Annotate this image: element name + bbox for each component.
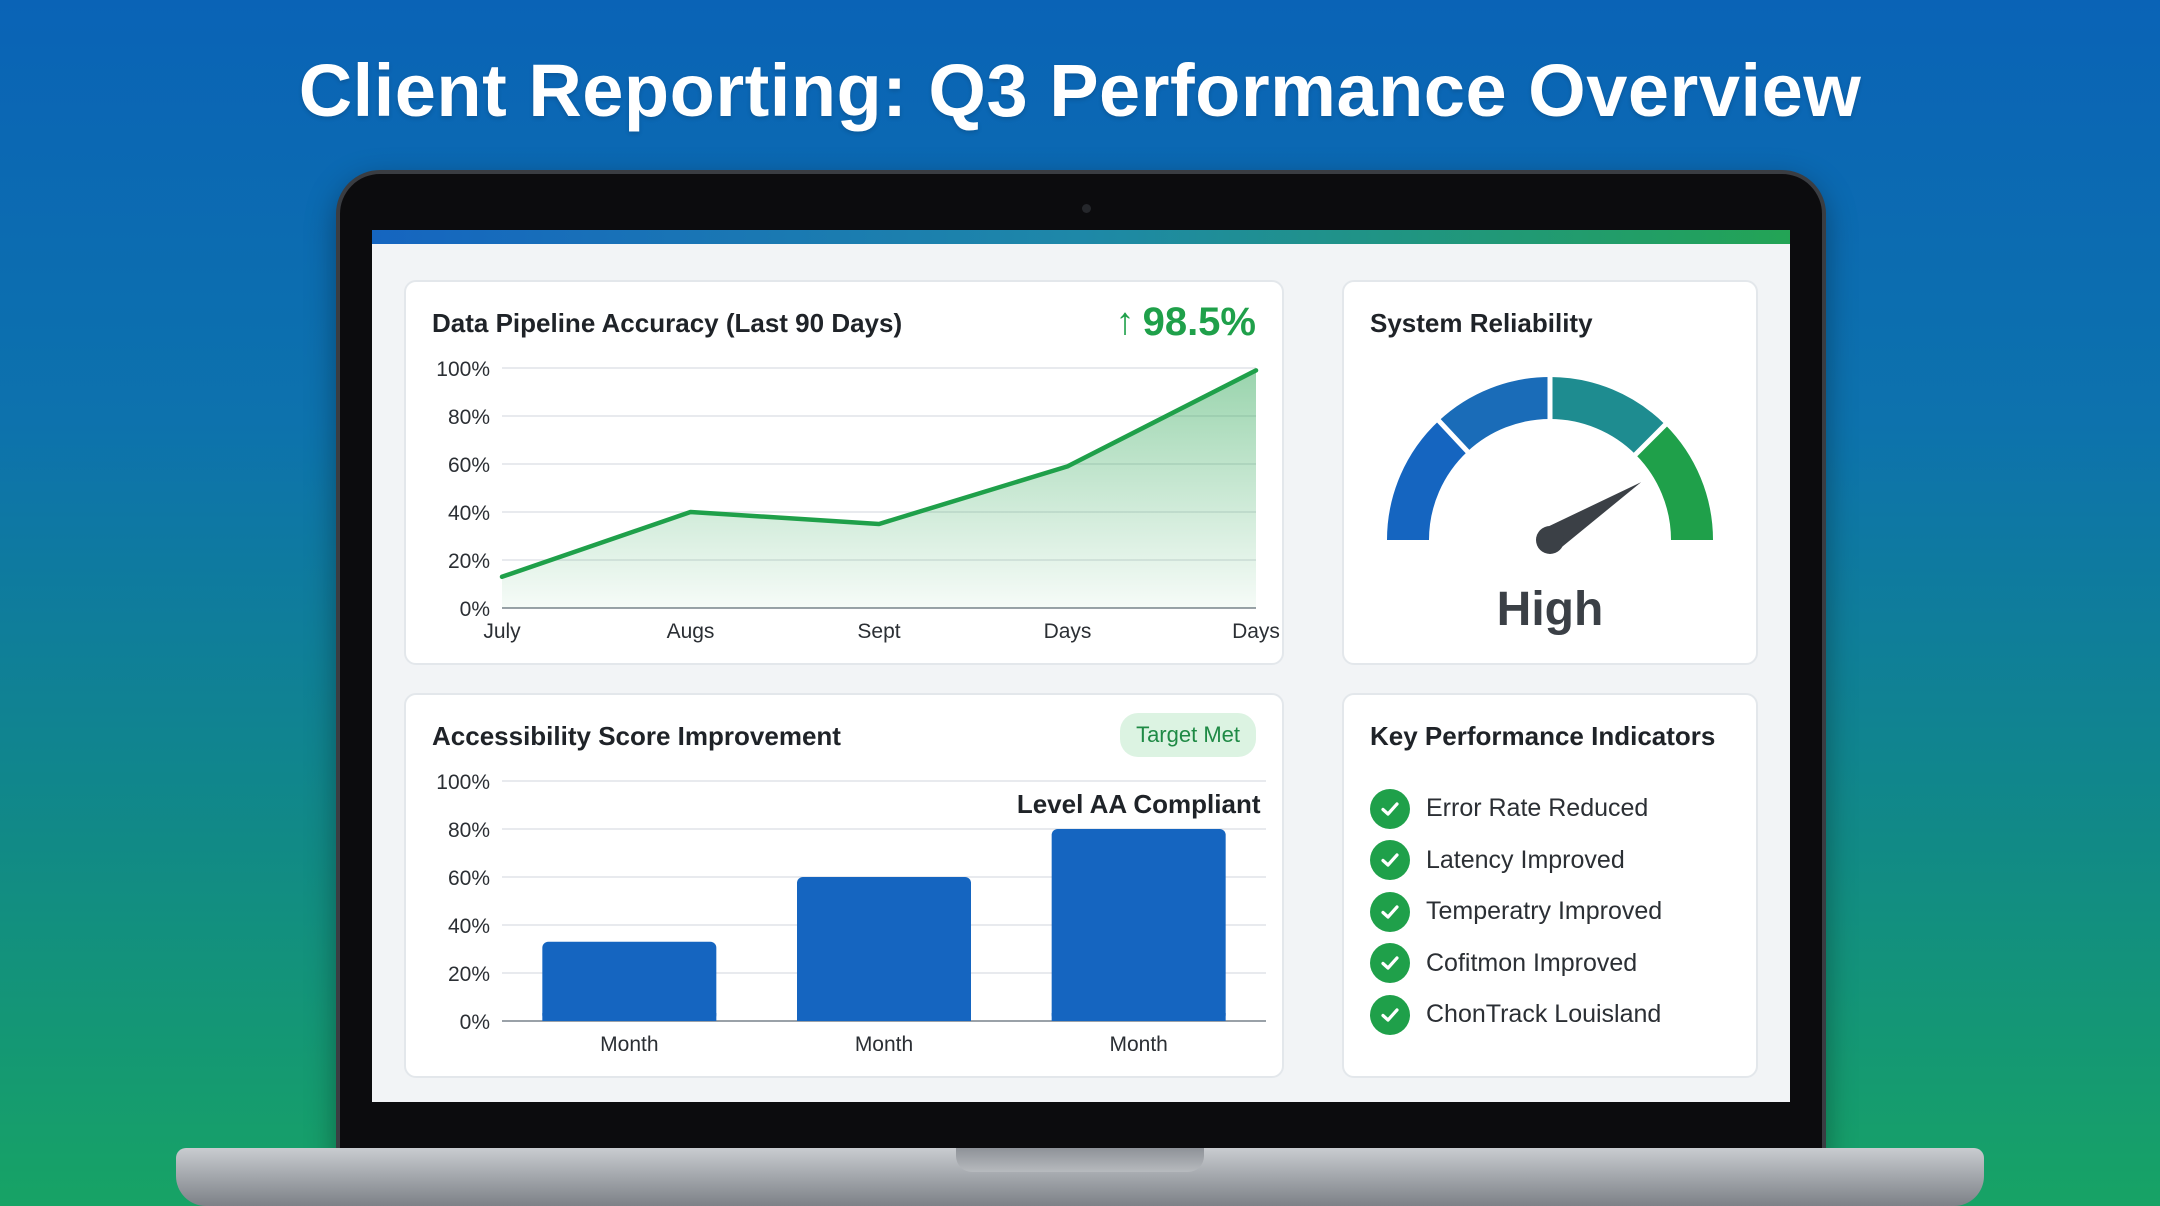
reliability-card-title: System Reliability <box>1370 308 1593 338</box>
accessibility-bar <box>542 941 717 1021</box>
kpi-item: Temperatry Improved <box>1370 886 1662 938</box>
webcam-icon <box>1082 204 1091 213</box>
y-tick-label: 40% <box>448 502 490 525</box>
gauge-divider <box>1435 417 1471 455</box>
reliability-gauge <box>1387 375 1713 554</box>
x-tick-label: Days <box>1044 620 1092 643</box>
y-tick-label: 80% <box>448 819 490 842</box>
accessibility-bar-base <box>797 1013 971 1021</box>
kpi-item-label: Temperatry Improved <box>1426 897 1663 926</box>
accessibility-bar <box>1051 829 1226 1021</box>
reliability-label: High <box>1496 583 1604 636</box>
accuracy-card: 0% 20% 40% 60% 80% 100% July Augs Sept Days Days D… <box>404 280 1284 665</box>
x-tick-label: Month <box>1109 1033 1167 1056</box>
check-circle-icon <box>1370 943 1410 984</box>
accuracy-line-chart: 0% 20% 40% 60% 80% 100% July Augs Sept Days Days <box>436 358 1280 643</box>
accuracy-card-title: Data Pipeline Accuracy (Last 90 Days) <box>432 308 903 338</box>
y-tick-label: 100% <box>436 771 490 794</box>
check-circle-icon <box>1370 891 1410 932</box>
y-tick-label: 0% <box>460 1011 490 1034</box>
accuracy-line <box>499 368 1259 580</box>
accessibility-bar <box>797 877 971 1021</box>
y-tick-label: 80% <box>448 406 490 429</box>
accessibility-bar-base <box>1051 1013 1226 1021</box>
x-tick-label: Month <box>600 1033 658 1056</box>
y-tick-label: 60% <box>448 867 490 890</box>
x-tick-label: Sept <box>857 620 900 643</box>
kpi-item: Latency Improved <box>1370 835 1662 887</box>
level-aa-annotation: Level AA Compliant <box>1017 789 1261 819</box>
y-tick-label: 20% <box>448 550 490 573</box>
kpi-item-label: Latency Improved <box>1426 845 1625 874</box>
accuracy-area <box>502 370 1256 608</box>
check-circle-icon <box>1370 788 1410 829</box>
gauge-divider <box>1632 421 1669 458</box>
kpi-card-title: Key Performance Indicators <box>1370 721 1716 751</box>
accessibility-card: 0% 20% 40% 60% 80% 100% Month Month Month Level A… <box>404 693 1284 1078</box>
kpi-card: Key Performance Indicators Error Rate Re… <box>1342 693 1758 1078</box>
laptop-base <box>176 1148 1984 1206</box>
accessibility-card-title: Accessibility Score Improvement <box>432 721 841 751</box>
kpi-item: ChonTrack Louisland <box>1370 989 1662 1041</box>
y-tick-label: 0% <box>460 598 490 621</box>
dashboard-screen: 0% 20% 40% 60% 80% 100% July Augs Sept Days Days D… <box>372 230 1790 1102</box>
x-tick-label: Augs <box>667 620 715 643</box>
y-tick-label: 40% <box>448 915 490 938</box>
kpi-list: Error Rate Reduced Latency Improved Temp… <box>1370 783 1662 1041</box>
y-tick-label: 100% <box>436 358 490 381</box>
kpi-item-label: Error Rate Reduced <box>1426 794 1649 823</box>
gauge-segment <box>1549 377 1666 455</box>
arrow-up-icon: ↑ <box>1115 301 1135 343</box>
accuracy-trend-value: 98.5% <box>1142 300 1256 344</box>
laptop-notch <box>956 1148 1204 1172</box>
y-tick-label: 60% <box>448 454 490 477</box>
gauge-hub <box>1536 526 1564 554</box>
target-met-badge: Target Met <box>1120 713 1256 757</box>
x-tick-label: Month <box>855 1033 913 1056</box>
gauge-segment <box>1438 377 1551 452</box>
check-circle-icon <box>1370 840 1410 881</box>
gauge-needle <box>1543 482 1642 551</box>
accessibility-bar-base <box>542 1013 717 1021</box>
kpi-item-label: Cofitmon Improved <box>1426 948 1638 977</box>
gauge-segment <box>1387 420 1468 541</box>
header-accent-bar <box>372 230 1790 244</box>
check-circle-icon <box>1370 994 1410 1035</box>
x-tick-label: July <box>483 620 521 643</box>
kpi-item: Cofitmon Improved <box>1370 938 1662 990</box>
x-tick-label: Days <box>1232 620 1280 643</box>
gauge-segment <box>1635 424 1713 541</box>
accuracy-trend: ↑ 98.5% <box>1116 300 1256 345</box>
kpi-item: Error Rate Reduced <box>1370 783 1662 835</box>
page-title: Client Reporting: Q3 Performance Overvie… <box>298 49 1862 132</box>
kpi-item-label: ChonTrack Louisland <box>1426 1000 1662 1029</box>
y-tick-label: 20% <box>448 963 490 986</box>
accessibility-bar-chart: 0% 20% 40% 60% 80% 100% Month Month Month Level A… <box>436 771 1266 1056</box>
reliability-card: System Reliability High <box>1342 280 1758 665</box>
